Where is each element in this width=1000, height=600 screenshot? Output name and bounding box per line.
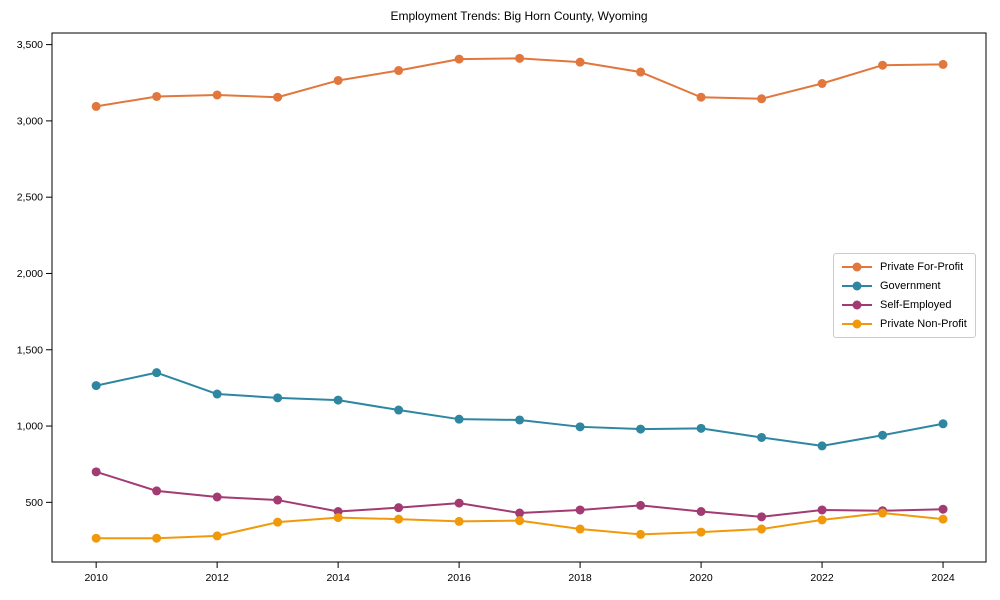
data-point-private-for-profit-2022 [817, 79, 827, 89]
data-point-government-2023 [878, 430, 888, 440]
legend: Private For-Profit Government Self-Emplo… [833, 253, 976, 338]
data-point-private-for-profit-2018 [575, 57, 585, 67]
data-point-private-non-profit-2013 [273, 517, 283, 527]
data-point-government-2014 [333, 395, 343, 405]
data-point-self-employed-2010 [91, 467, 101, 477]
data-point-private-for-profit-2020 [696, 92, 706, 102]
data-point-private-non-profit-2011 [152, 533, 162, 543]
data-point-private-non-profit-2021 [757, 524, 767, 534]
data-point-government-2022 [817, 441, 827, 451]
chart-title: Employment Trends: Big Horn County, Wyom… [390, 9, 648, 23]
y-tick-label: 1,500 [17, 344, 43, 356]
data-point-self-employed-2016 [454, 498, 464, 508]
y-tick-label: 3,000 [17, 115, 43, 127]
data-point-government-2012 [212, 389, 222, 399]
data-point-government-2010 [91, 381, 101, 391]
data-point-private-non-profit-2015 [394, 514, 404, 524]
legend-label: Self-Employed [880, 299, 952, 312]
data-point-private-non-profit-2012 [212, 531, 222, 541]
data-point-self-employed-2017 [515, 508, 525, 518]
x-tick-label: 2022 [810, 572, 834, 584]
x-tick-label: 2020 [689, 572, 713, 584]
data-point-private-for-profit-2021 [757, 94, 767, 104]
data-point-government-2011 [152, 368, 162, 378]
line-marker-icon [842, 304, 872, 307]
data-point-private-for-profit-2015 [394, 66, 404, 76]
x-tick-label: 2014 [326, 572, 350, 584]
data-point-self-employed-2021 [757, 512, 767, 522]
legend-item-self-employed: Self-Employed [842, 299, 967, 311]
data-point-private-non-profit-2023 [878, 508, 888, 518]
series-line-private-for-profit [95, 57, 945, 108]
data-point-private-for-profit-2023 [878, 60, 888, 70]
data-point-private-non-profit-2014 [333, 513, 343, 523]
data-point-private-non-profit-2018 [575, 524, 585, 534]
data-point-private-non-profit-2022 [817, 515, 827, 525]
data-point-private-for-profit-2019 [636, 67, 646, 77]
y-tick-label: 1,000 [17, 421, 43, 433]
data-point-self-employed-2019 [636, 500, 646, 510]
data-point-private-non-profit-2010 [91, 533, 101, 543]
data-point-private-for-profit-2014 [333, 75, 343, 85]
data-point-private-non-profit-2019 [636, 529, 646, 539]
legend-item-private-non-profit: Private Non-Profit [842, 318, 967, 330]
data-point-private-for-profit-2016 [454, 54, 464, 64]
data-point-private-for-profit-2010 [91, 101, 101, 111]
legend-label: Private Non-Profit [880, 318, 967, 331]
y-tick-label: 2,000 [17, 268, 43, 280]
data-point-private-non-profit-2020 [696, 527, 706, 537]
data-point-government-2021 [757, 432, 767, 442]
data-point-self-employed-2011 [152, 486, 162, 496]
legend-label: Government [880, 279, 941, 292]
data-point-government-2018 [575, 422, 585, 432]
data-point-self-employed-2020 [696, 506, 706, 516]
legend-label: Private For-Profit [880, 260, 964, 273]
x-tick-label: 2018 [568, 572, 592, 584]
data-point-government-2016 [454, 414, 464, 424]
data-point-private-non-profit-2016 [454, 516, 464, 526]
x-tick-label: 2010 [84, 572, 108, 584]
line-marker-icon [842, 284, 872, 287]
data-point-self-employed-2018 [575, 505, 585, 515]
data-point-private-for-profit-2017 [515, 53, 525, 63]
series-line-government [95, 371, 945, 447]
data-point-self-employed-2015 [394, 503, 404, 513]
data-point-government-2013 [273, 393, 283, 403]
data-point-private-non-profit-2017 [515, 516, 525, 526]
data-point-private-for-profit-2024 [938, 59, 948, 69]
line-marker-icon [842, 323, 872, 326]
data-point-self-employed-2012 [212, 492, 222, 502]
y-tick-label: 3,500 [17, 39, 43, 51]
data-point-private-for-profit-2013 [273, 92, 283, 102]
y-tick-label: 500 [25, 497, 43, 509]
data-point-government-2019 [636, 424, 646, 434]
data-point-private-non-profit-2024 [938, 514, 948, 524]
line-marker-icon [842, 265, 872, 268]
data-point-private-for-profit-2011 [152, 91, 162, 101]
data-point-self-employed-2024 [938, 504, 948, 514]
data-point-government-2017 [515, 415, 525, 425]
x-tick-label: 2012 [205, 572, 229, 584]
data-point-government-2015 [394, 405, 404, 415]
data-point-government-2024 [938, 419, 948, 429]
data-point-private-for-profit-2012 [212, 90, 222, 100]
plot-frame [51, 32, 987, 563]
legend-item-private-for-profit: Private For-Profit [842, 261, 967, 273]
data-point-government-2020 [696, 423, 706, 433]
x-tick-label: 2024 [931, 572, 955, 584]
x-tick-label: 2016 [447, 572, 471, 584]
data-point-self-employed-2013 [273, 495, 283, 505]
legend-item-government: Government [842, 280, 967, 292]
data-point-self-employed-2022 [817, 505, 827, 515]
y-tick-label: 2,500 [17, 192, 43, 204]
